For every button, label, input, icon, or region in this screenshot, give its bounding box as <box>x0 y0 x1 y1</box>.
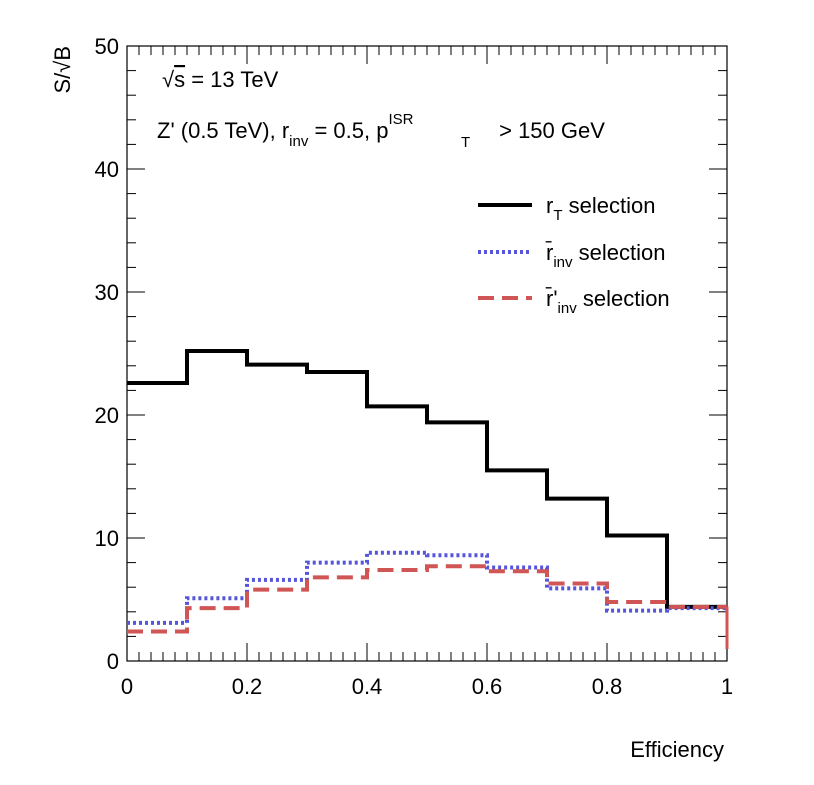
model-sub-inv: inv <box>289 133 309 150</box>
y-tick-label: 20 <box>95 403 119 428</box>
model-text-3: > 150 GeV <box>493 118 605 143</box>
x-tick-label: 0.6 <box>472 674 503 699</box>
x-axis-title: Efficiency <box>630 737 724 762</box>
energy-text: = 13 TeV <box>185 67 278 92</box>
y-tick-label: 30 <box>95 280 119 305</box>
x-tick-label: 0.8 <box>592 674 623 699</box>
annotation-model: Z' (0.5 TeV), rinv = 0.5, pISR T > 150 Ge… <box>157 111 605 151</box>
series-line-2 <box>127 564 727 634</box>
y-axis-title: S/√B <box>50 46 75 94</box>
series-group <box>127 349 729 649</box>
x-tick-label: 1 <box>721 674 733 699</box>
y-tick-label: 40 <box>95 157 119 182</box>
series-line-0 <box>127 349 727 609</box>
x-tick-label: 0 <box>121 674 133 699</box>
x-tick-label: 0.2 <box>232 674 263 699</box>
ticks <box>126 45 728 662</box>
model-sub-t: T <box>461 134 470 151</box>
y-tick-label: 0 <box>107 649 119 674</box>
model-sup-isr: ISR <box>388 111 413 128</box>
series-line-1 <box>127 550 727 625</box>
legend-label-1: r̄inv selection <box>546 240 666 271</box>
model-text-1: Z' (0.5 TeV), r <box>157 118 289 143</box>
sqrt-s: s <box>174 67 185 92</box>
y-tick-label: 50 <box>95 34 119 59</box>
annotation-energy: √s = 13 TeV <box>162 67 279 92</box>
legend-label-2: r̄'inv selection <box>546 286 670 317</box>
legend-label-0: rT selection <box>546 193 655 224</box>
legend: rT selection r̄inv selection r̄'inv select… <box>478 193 670 317</box>
sqrt-symbol: √ <box>162 67 175 92</box>
y-tick-label: 10 <box>95 526 119 551</box>
x-tick-label: 0.4 <box>352 674 383 699</box>
model-text-2: = 0.5, p <box>308 118 388 143</box>
